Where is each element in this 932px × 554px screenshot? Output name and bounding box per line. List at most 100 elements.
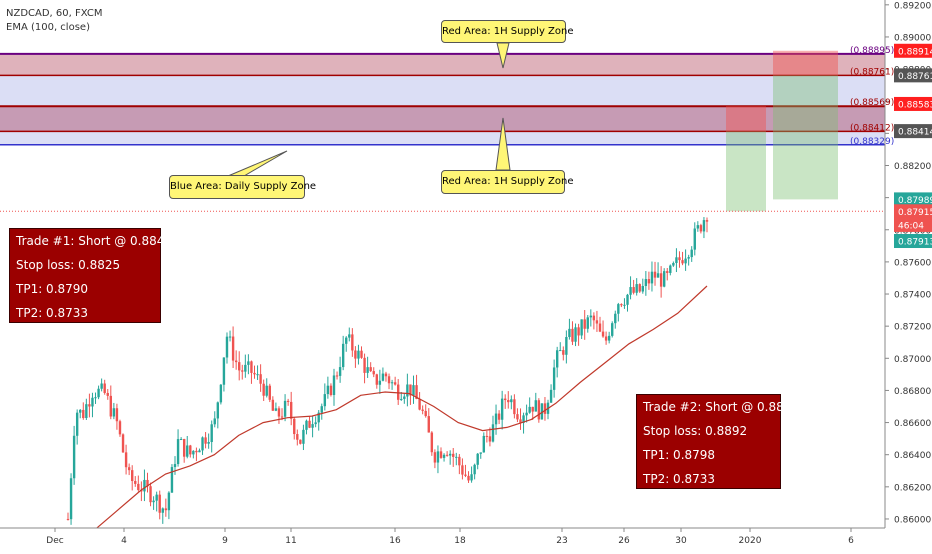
candle-body bbox=[127, 467, 131, 471]
candle-body bbox=[559, 350, 562, 352]
candle-body bbox=[397, 384, 400, 400]
candle-body bbox=[448, 453, 452, 456]
time-axis-bg bbox=[0, 528, 885, 550]
candle-body bbox=[250, 361, 253, 373]
candle-body bbox=[97, 388, 100, 398]
candle-body bbox=[418, 398, 421, 410]
zone-value-label: (0.88569) bbox=[850, 98, 894, 108]
price-axis-bg bbox=[885, 0, 932, 550]
candle-body bbox=[458, 456, 461, 466]
candle-body bbox=[320, 406, 323, 413]
candle-body bbox=[687, 257, 690, 259]
candle-body bbox=[644, 279, 648, 287]
candle-body bbox=[296, 434, 299, 440]
candle-body bbox=[461, 465, 464, 475]
candle-body bbox=[482, 435, 486, 453]
price-tag-label: 0.88914 bbox=[898, 47, 932, 57]
candle-body bbox=[699, 225, 703, 232]
price-tag-label: 0.87913 bbox=[898, 238, 932, 248]
candle-body bbox=[241, 370, 244, 372]
candle-body bbox=[562, 350, 565, 355]
candle-body bbox=[222, 357, 226, 385]
candle-body bbox=[289, 401, 293, 419]
candle-body bbox=[286, 400, 290, 402]
candle-body bbox=[372, 371, 375, 375]
candle-body bbox=[124, 452, 128, 468]
price-tag bbox=[894, 124, 932, 139]
candle-body bbox=[363, 357, 366, 373]
callout-blue-area[interactable]: Blue Area: Daily Supply Zone bbox=[169, 175, 316, 199]
candle-body bbox=[189, 445, 192, 455]
candle-body bbox=[647, 279, 651, 284]
candle-body bbox=[137, 483, 140, 491]
trade-2-box[interactable]: Trade #2: Short @ 0.8876 Stop loss: 0.88… bbox=[636, 394, 799, 489]
candle-body bbox=[332, 375, 336, 396]
candle-body bbox=[430, 432, 434, 453]
candle-body bbox=[568, 328, 571, 338]
callout-blue-pointer bbox=[227, 150, 288, 177]
candle-body bbox=[277, 408, 281, 417]
callout-red-area-mid[interactable]: Red Area: 1H Supply Zone bbox=[441, 170, 574, 194]
candle-body bbox=[280, 416, 284, 418]
candle-body bbox=[311, 424, 314, 428]
candle-body bbox=[500, 398, 504, 420]
candle-body bbox=[152, 500, 155, 503]
candle-body bbox=[406, 384, 409, 397]
time-tick-label: 11 bbox=[285, 536, 296, 546]
candle-body bbox=[400, 398, 403, 400]
candle-body bbox=[439, 451, 443, 458]
candle-body bbox=[607, 335, 611, 341]
candle-body bbox=[669, 265, 672, 273]
candle-body bbox=[219, 384, 223, 403]
candle-body bbox=[91, 397, 94, 407]
candle-body bbox=[507, 400, 510, 403]
position-1-risk bbox=[726, 106, 766, 132]
candle-body bbox=[247, 361, 250, 365]
candle-body bbox=[299, 439, 302, 444]
zone-red-2 bbox=[0, 106, 885, 132]
candle-body bbox=[601, 331, 605, 337]
callout-red-area-top[interactable]: Red Area: 1H Supply Zone bbox=[441, 20, 574, 43]
price-tag-label: 0.88414 bbox=[898, 128, 932, 138]
candle-body bbox=[182, 439, 186, 457]
candle-body bbox=[473, 464, 476, 475]
candle-body bbox=[231, 336, 235, 361]
candle-body bbox=[586, 317, 589, 329]
candle-body bbox=[112, 408, 116, 417]
candle-body bbox=[115, 408, 119, 422]
candle-body bbox=[338, 367, 342, 376]
position-1-reward bbox=[726, 131, 766, 212]
candle-body bbox=[421, 409, 424, 411]
candle-body bbox=[329, 385, 333, 396]
candle-body bbox=[149, 486, 152, 503]
time-tick-label: Dec bbox=[46, 536, 63, 546]
candle-body bbox=[488, 436, 492, 442]
candle-body bbox=[666, 271, 669, 273]
trade-1-box[interactable]: Trade #1: Short @ 0.8841 Stop loss: 0.88… bbox=[9, 228, 173, 323]
price-tag bbox=[894, 192, 932, 207]
candle-body bbox=[216, 402, 220, 419]
candle-body bbox=[592, 315, 596, 321]
candle-body bbox=[66, 518, 70, 520]
candle-body bbox=[519, 419, 522, 423]
price-tag-label: 0.87989 bbox=[898, 196, 932, 206]
price-tag bbox=[894, 43, 932, 58]
candle-body bbox=[479, 452, 482, 454]
candle-body bbox=[485, 435, 489, 437]
trade-1-title: Trade #1: Short @ 0.8841 bbox=[16, 234, 173, 248]
price-tag-label: 0.87915 bbox=[898, 208, 932, 218]
candle-body bbox=[678, 257, 681, 261]
candle-body bbox=[543, 403, 547, 414]
price-tag bbox=[894, 68, 932, 83]
candle-body bbox=[650, 271, 654, 284]
ema-line bbox=[67, 285, 708, 550]
candle-body bbox=[225, 336, 229, 358]
candle-body bbox=[577, 327, 580, 336]
candle-body bbox=[366, 367, 369, 373]
candle-body bbox=[393, 382, 397, 385]
candle-body bbox=[274, 408, 278, 411]
candle-body bbox=[204, 437, 207, 444]
candle-body bbox=[476, 453, 479, 465]
